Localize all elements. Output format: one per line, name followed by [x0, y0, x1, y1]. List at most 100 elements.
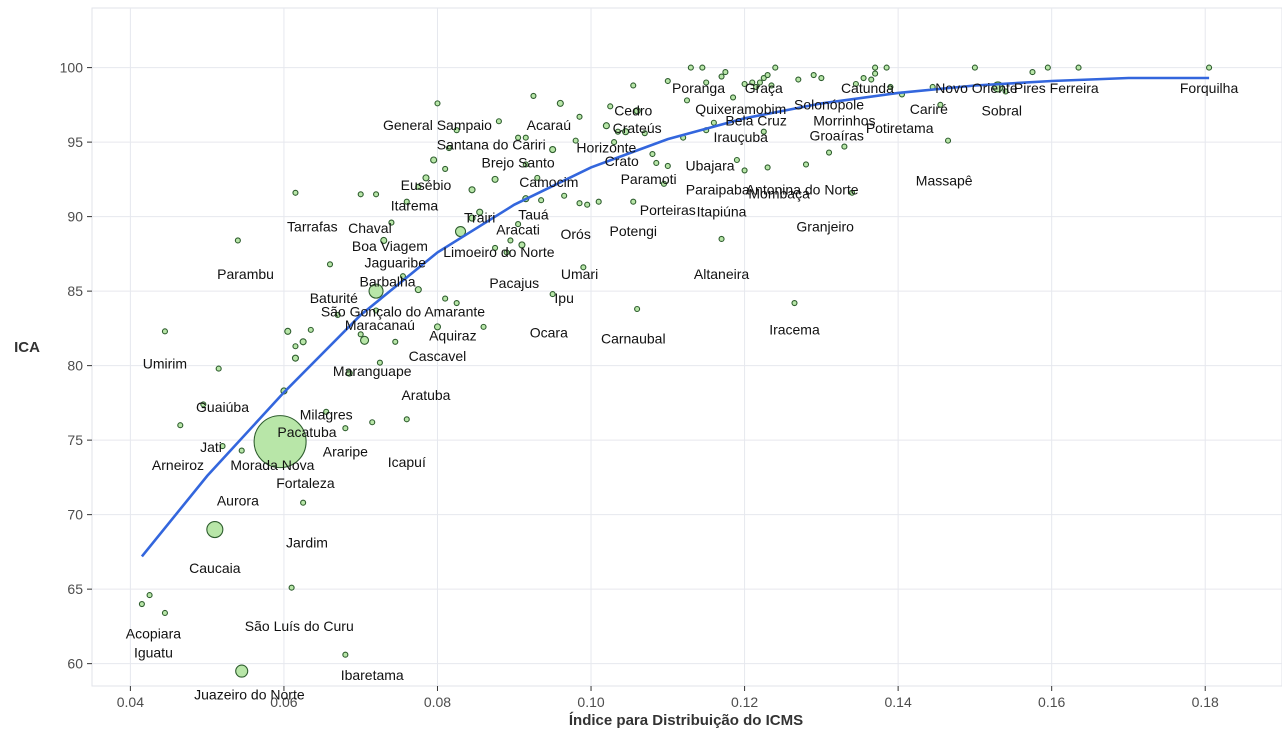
data-point — [699, 64, 706, 71]
point-label: Fortaleza — [276, 475, 335, 491]
point-label: Mombaça — [748, 186, 810, 202]
data-point — [795, 76, 802, 83]
x-tick-label: 0.04 — [117, 694, 144, 710]
point-label: Baturité — [310, 290, 358, 306]
data-point — [530, 92, 537, 99]
data-point — [572, 137, 579, 144]
point-label: Carnaubal — [601, 330, 666, 346]
data-point — [852, 80, 859, 88]
y-tick-label: 75 — [67, 432, 83, 448]
data-point — [764, 72, 771, 79]
point-label: Guaiúba — [196, 399, 249, 415]
data-point — [219, 443, 226, 450]
data-point — [342, 425, 349, 432]
point-label: Ubajara — [686, 157, 735, 173]
data-point — [649, 150, 656, 158]
data-point — [576, 200, 583, 207]
data-point — [549, 146, 557, 154]
point-label: Itapiúna — [697, 204, 747, 220]
point-label: Juazeiro do Norte — [194, 686, 305, 702]
point-label: Iracema — [769, 321, 820, 337]
data-point — [872, 64, 879, 71]
data-point — [703, 79, 710, 86]
data-point — [791, 299, 798, 307]
data-point — [357, 191, 364, 198]
point-label: Tauá — [518, 207, 549, 223]
data-point — [138, 600, 145, 608]
point-label: Novo Oriente — [935, 80, 1018, 96]
y-tick-label: 65 — [67, 581, 83, 597]
data-point — [664, 162, 671, 170]
point-label: Araripe — [323, 444, 368, 460]
data-point — [357, 331, 364, 338]
point-label: Forquilha — [1180, 80, 1239, 96]
data-point — [342, 651, 349, 658]
point-label: Cariré — [910, 101, 948, 117]
data-point — [741, 167, 748, 174]
y-tick-label: 90 — [67, 209, 83, 225]
data-point — [860, 74, 867, 82]
data-point — [849, 189, 856, 196]
x-tick-label: 0.12 — [731, 694, 758, 710]
data-point — [580, 264, 587, 271]
point-label: Bela Cruz — [725, 113, 786, 129]
data-point — [399, 273, 406, 280]
data-point — [971, 64, 978, 71]
data-point — [584, 201, 591, 208]
data-point — [468, 214, 476, 222]
point-label: Camocim — [519, 174, 578, 190]
data-point — [433, 323, 442, 331]
data-point — [760, 128, 767, 135]
point-label: Irauçuba — [713, 129, 768, 145]
data-point — [503, 249, 510, 256]
point-label: Orós — [561, 226, 591, 242]
data-point — [660, 180, 668, 187]
point-label: General Sampaio — [383, 117, 492, 133]
data-point — [299, 338, 307, 346]
data-point — [345, 369, 353, 377]
data-point — [718, 73, 725, 80]
y-tick-label: 60 — [67, 656, 83, 672]
data-point — [359, 335, 370, 345]
data-point — [507, 237, 514, 244]
data-point — [235, 664, 249, 678]
data-point — [476, 208, 484, 216]
data-point — [238, 447, 245, 454]
data-point — [561, 192, 568, 199]
data-point — [492, 244, 499, 251]
data-point — [687, 64, 694, 71]
point-label: Potengi — [610, 223, 657, 239]
data-point — [422, 174, 430, 182]
data-point — [538, 197, 545, 204]
data-point — [630, 82, 637, 89]
point-label: São Gonçalo do Amarante — [321, 303, 485, 319]
data-point — [414, 286, 422, 294]
data-point — [607, 103, 614, 110]
point-label: Porteiras — [640, 202, 696, 218]
point-label: Pacajus — [489, 275, 539, 291]
data-point — [292, 189, 299, 196]
point-label: Icapuí — [388, 454, 426, 470]
data-point — [534, 174, 541, 181]
data-point — [323, 408, 330, 415]
point-label: Umirim — [143, 356, 187, 372]
data-point — [292, 343, 299, 350]
data-point — [1206, 64, 1213, 71]
data-point — [442, 295, 449, 302]
point-label: Boa Viagem — [352, 238, 428, 254]
data-point — [307, 326, 314, 333]
data-point — [200, 401, 207, 408]
data-point — [1075, 64, 1082, 71]
data-point — [300, 499, 307, 506]
point-label: Aratuba — [401, 387, 450, 403]
data-point — [388, 219, 395, 226]
data-point — [825, 149, 833, 156]
point-label: Itarema — [391, 198, 439, 214]
point-label: Catunda — [841, 80, 894, 96]
data-point — [403, 198, 410, 205]
data-point — [622, 128, 630, 136]
point-label: Sobral — [982, 102, 1022, 118]
point-label: Arneiroz — [152, 457, 204, 473]
data-point — [1044, 64, 1051, 71]
